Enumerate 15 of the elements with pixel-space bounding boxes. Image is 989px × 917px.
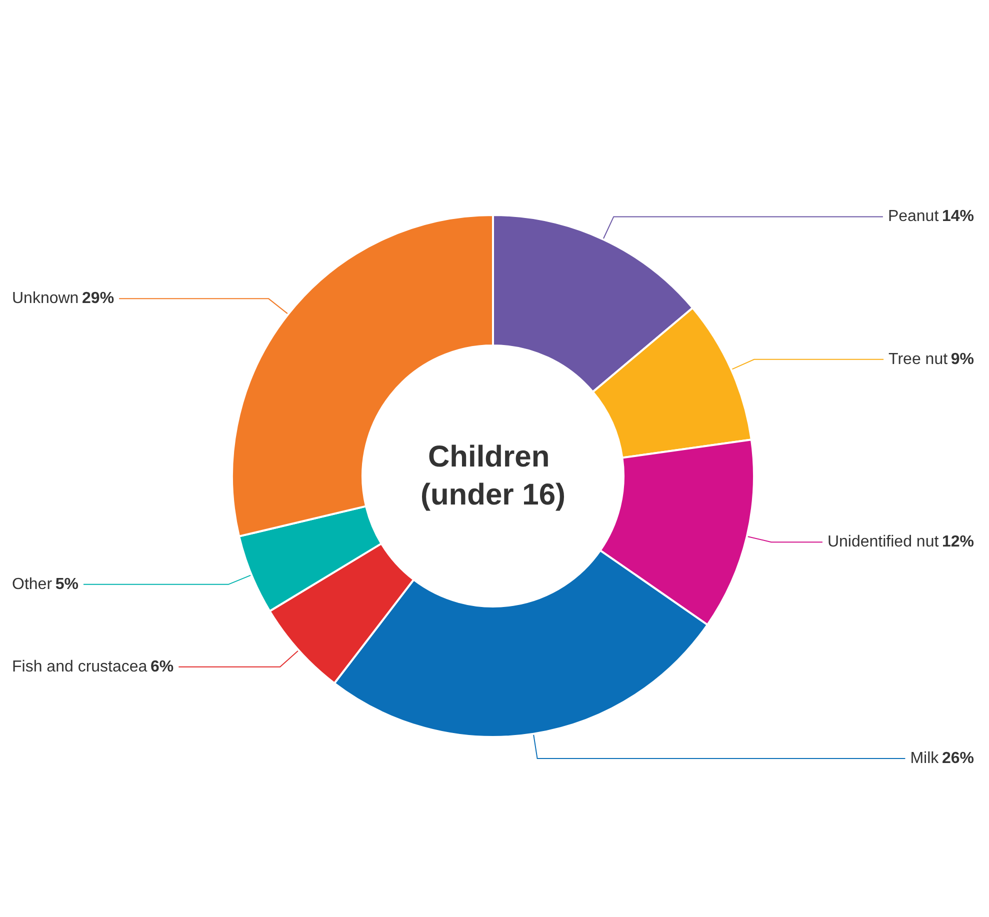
data-label: 29% [82, 290, 114, 308]
slice-label: Milk [910, 750, 940, 768]
slice-label: Unknown [12, 290, 79, 308]
slice-label: Tree nut [888, 350, 948, 368]
data-label: 14% [942, 208, 974, 226]
text: Children (under 16) [420, 440, 566, 512]
slice-label: Other [12, 576, 53, 593]
slice-label: Peanut [888, 208, 940, 226]
data-label: 9% [950, 350, 974, 368]
data-label: 6% [150, 658, 174, 676]
data-label: 12% [942, 534, 974, 551]
data-label: 26% [942, 750, 974, 768]
slice-label: Unidentified nut [827, 534, 940, 551]
slice-label: Fish and crustacea [12, 658, 148, 676]
data-label: 5% [55, 576, 78, 593]
